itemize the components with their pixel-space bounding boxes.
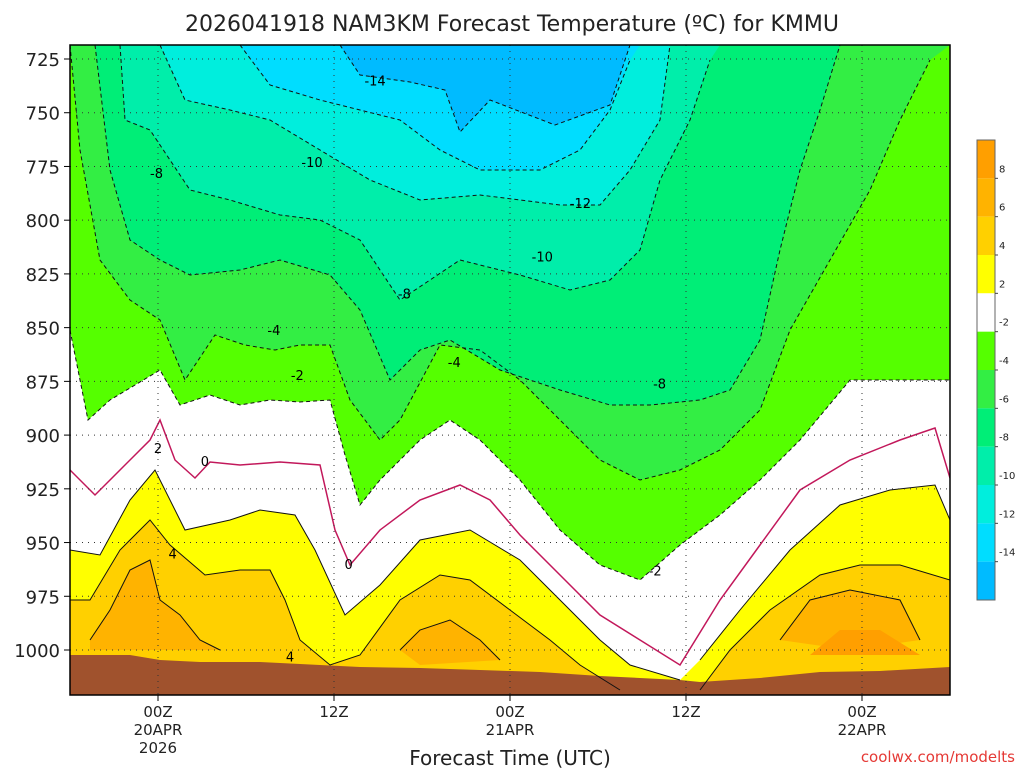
contour-label: -12 (570, 197, 591, 212)
colorbar: 8 6 4 2 -2 -4 -6 -8 -10 -12 -14 (976, 139, 1015, 601)
x-tick-label: 20APR (134, 721, 183, 739)
colorbar-label: -10 (999, 471, 1015, 482)
contour-label: 4 (286, 650, 294, 665)
y-tick-label: 900 (26, 426, 60, 447)
colorbar-label: -6 (999, 394, 1009, 405)
y-tick-label: 875 (26, 372, 60, 393)
x-axis-title: Forecast Time (UTC) (409, 746, 611, 768)
colorbar-label: -8 (999, 433, 1009, 444)
y-tick-label: 850 (26, 319, 60, 340)
contour-label: -4 (267, 324, 280, 339)
colorbar-swatch (977, 485, 995, 524)
colorbar-swatch (977, 446, 995, 485)
colorbar-label: 6 (999, 203, 1005, 214)
x-tick-label: 12Z (671, 703, 700, 721)
x-tick-label: 00Z (143, 703, 172, 721)
colorbar-swatch (977, 293, 995, 332)
band-plus8 (810, 630, 920, 655)
chart-title: 2026041918 NAM3KM Forecast Temperature (… (185, 12, 839, 37)
y-tick-label: 825 (26, 265, 60, 286)
colorbar-swatch (977, 140, 995, 179)
band-coldest (340, 45, 630, 132)
contour-label: -2 (291, 369, 304, 384)
colorbar-swatch (977, 331, 995, 370)
colorbar-label: 8 (999, 164, 1005, 175)
cold-isotherms (70, 45, 950, 581)
contour-labels: -14 -12 -10 -10 -8 -8 -8 -4 -4 -2 -2 0 0 2 4 4 (150, 74, 666, 665)
contour-label: -8 (653, 378, 666, 393)
contour-label: -14 (364, 74, 385, 89)
colorbar-label: -4 (999, 356, 1009, 367)
x-tick-label: 00Z (847, 703, 876, 721)
colorbar-swatch (977, 178, 995, 217)
colorbar-label: -12 (999, 509, 1015, 520)
y-tick-label: 775 (26, 157, 60, 178)
colorbar-swatch (977, 370, 995, 409)
x-tick-label: 21APR (486, 721, 535, 739)
y-tick-label: 975 (26, 587, 60, 608)
x-tick-label: 2026 (139, 739, 177, 757)
contour-label: 2 (154, 442, 162, 457)
contour-label: -4 (448, 356, 461, 371)
contour-label: -8 (150, 167, 163, 182)
y-tick-label: 800 (26, 211, 60, 232)
y-tick-label: 750 (26, 104, 60, 125)
contour-label: 0 (345, 558, 353, 573)
contour-label: -10 (301, 156, 322, 171)
contour-label: -10 (532, 251, 553, 266)
freezing-line (70, 418, 950, 667)
colorbar-label: 2 (999, 279, 1005, 290)
grid-lines (70, 45, 950, 695)
colorbar-swatch (977, 255, 995, 294)
x-tick-label: 12Z (319, 703, 348, 721)
y-tick-label: 950 (26, 534, 60, 555)
y-tick-label: 925 (26, 480, 60, 501)
x-tick-label: 00Z (495, 703, 524, 721)
contour-label: -8 (398, 287, 411, 302)
colorbar-label: 4 (999, 241, 1005, 252)
contour-label: 0 (201, 455, 209, 470)
colorbar-label: -2 (999, 318, 1009, 329)
colorbar-swatch (977, 561, 995, 600)
colorbar-label: -14 (999, 548, 1015, 559)
contour-label: 4 (169, 547, 177, 562)
colorbar-swatch (977, 408, 995, 447)
plot-area (70, 45, 950, 695)
y-tick-label: 725 (26, 50, 60, 71)
credit-text: coolwx.com/modelts (861, 748, 1015, 766)
y-axis: 725 750 775 800 825 850 875 900 925 950 975 1000 (14, 50, 70, 662)
colorbar-swatch (977, 523, 995, 562)
y-tick-label: 1000 (14, 641, 60, 662)
band-plus4 (70, 520, 950, 695)
colorbar-swatch (977, 216, 995, 255)
contour-label: -2 (649, 564, 662, 579)
x-tick-label: 22APR (838, 721, 887, 739)
